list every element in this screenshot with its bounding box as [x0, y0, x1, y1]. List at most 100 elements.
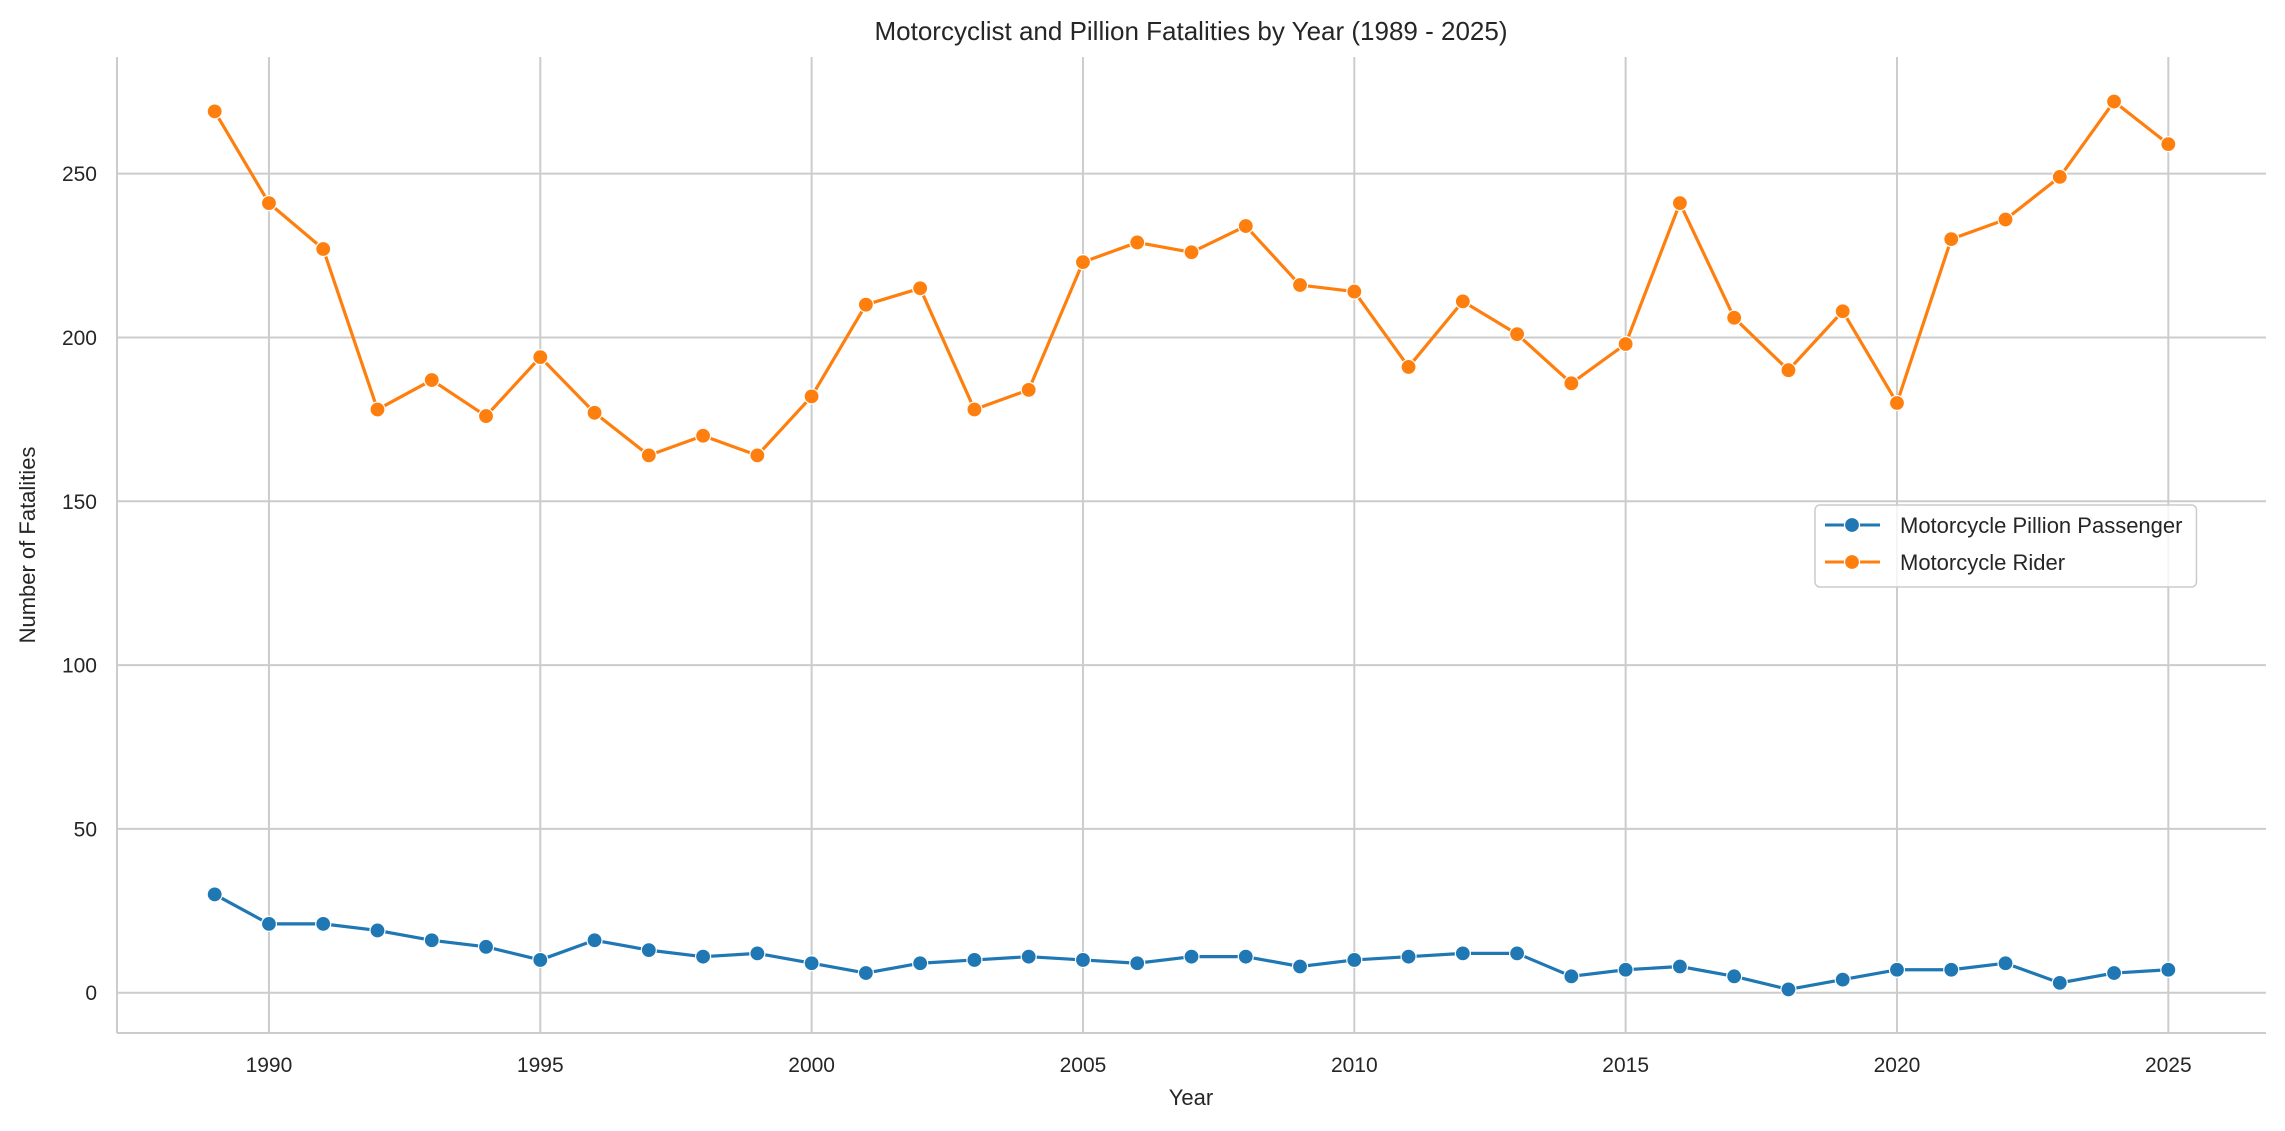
data-point	[1020, 948, 1037, 965]
data-point	[1997, 211, 2014, 228]
x-tick-label: 2020	[1874, 1054, 1921, 1077]
data-point	[1997, 955, 2014, 972]
data-point	[1888, 394, 1906, 412]
data-point	[1400, 948, 1417, 965]
series-motorcycle-pillion-passenger	[206, 886, 2177, 998]
legend-marker-rider	[1843, 553, 1861, 571]
legend-item-rider: Motorcycle Rider	[1825, 550, 2065, 575]
data-point	[1834, 971, 1851, 988]
data-point	[749, 447, 766, 464]
legend-label-rider: Motorcycle Rider	[1900, 550, 2065, 575]
legend: Motorcycle Pillion Passenger Motorcycle …	[1814, 504, 2198, 588]
x-tick-label: 2015	[1602, 1054, 1649, 1077]
y-tick-label: 200	[62, 327, 97, 350]
data-point	[640, 942, 657, 959]
data-point	[1563, 968, 1580, 985]
data-point	[1237, 217, 1254, 235]
data-point	[2160, 136, 2177, 153]
data-point	[1346, 951, 1363, 969]
data-point	[1563, 375, 1580, 392]
data-point	[206, 886, 223, 903]
data-point	[1671, 195, 1689, 212]
y-tick-label: 50	[74, 818, 97, 841]
data-point	[1834, 303, 1851, 320]
data-point	[1400, 358, 1417, 376]
data-point	[1129, 234, 1146, 251]
data-point	[1454, 945, 1471, 962]
axes	[116, 57, 2266, 1034]
data-point	[1074, 951, 1092, 969]
data-point	[912, 955, 929, 972]
y-axis-label: Number of Fatalities	[15, 447, 40, 644]
data-point	[260, 915, 278, 933]
data-point	[1726, 968, 1743, 985]
data-point	[477, 407, 495, 425]
data-point	[532, 951, 549, 969]
data-point	[966, 951, 983, 969]
series	[206, 93, 2177, 998]
x-tick-label: 2025	[2145, 1054, 2192, 1077]
data-point	[586, 932, 603, 949]
x-tick-label: 1990	[246, 1054, 293, 1077]
data-point	[640, 447, 657, 464]
legend-label-pillion: Motorcycle Pillion Passenger	[1900, 513, 2182, 538]
data-point	[2105, 93, 2123, 110]
data-point	[966, 401, 983, 418]
x-tick-label: 2005	[1060, 1054, 1107, 1077]
series-motorcycle-rider	[206, 93, 2177, 464]
data-point	[423, 932, 440, 949]
data-point	[1183, 244, 1200, 261]
legend-frame	[1814, 504, 2198, 588]
legend-marker-pillion	[1843, 516, 1861, 534]
data-point	[369, 922, 386, 939]
data-point	[2051, 974, 2068, 991]
data-point	[1943, 231, 1960, 248]
data-point	[369, 401, 386, 418]
data-point	[315, 240, 332, 258]
data-point	[1888, 961, 1906, 978]
data-point	[857, 964, 874, 982]
data-point	[1617, 335, 1634, 353]
data-point	[1129, 955, 1146, 972]
tick-labels: 1990 1995 2000 2005 2010 2015 2020 2025 0 50 100 15…	[62, 163, 2192, 1077]
x-tick-label: 1995	[517, 1054, 564, 1077]
data-point	[1509, 326, 1526, 343]
data-point	[532, 349, 549, 366]
x-tick-label: 2010	[1331, 1054, 1378, 1077]
data-point	[1617, 961, 1634, 978]
data-point	[315, 915, 332, 933]
y-tick-label: 100	[62, 655, 97, 678]
data-point	[1291, 958, 1309, 975]
data-point	[206, 103, 223, 120]
data-point	[803, 388, 820, 405]
data-point	[803, 955, 820, 972]
data-point	[1943, 961, 1960, 978]
y-tick-label: 250	[62, 163, 97, 186]
y-tick-label: 150	[62, 491, 97, 514]
data-point	[1183, 948, 1200, 965]
data-point	[1237, 948, 1254, 965]
data-point	[423, 371, 440, 389]
data-point	[477, 938, 495, 955]
chart-title: Motorcyclist and Pillion Fatalities by Y…	[875, 16, 1508, 46]
data-point	[1291, 276, 1309, 294]
y-tick-label: 0	[85, 982, 97, 1005]
legend-item-pillion: Motorcycle Pillion Passenger	[1825, 513, 2182, 538]
x-axis-label: Year	[1169, 1085, 1213, 1110]
data-point	[1780, 362, 1797, 379]
data-point	[857, 296, 874, 313]
data-point	[694, 948, 712, 965]
data-point	[1454, 293, 1471, 310]
x-tick-label: 2000	[788, 1054, 835, 1077]
data-point	[1346, 283, 1363, 300]
data-point	[260, 195, 278, 212]
data-point	[1671, 958, 1689, 975]
data-point	[2160, 961, 2177, 978]
data-point	[912, 280, 929, 297]
data-point	[2051, 168, 2068, 186]
data-point	[1780, 981, 1797, 998]
data-point	[1509, 945, 1526, 962]
grid	[117, 57, 2266, 1033]
data-point	[2105, 964, 2123, 982]
